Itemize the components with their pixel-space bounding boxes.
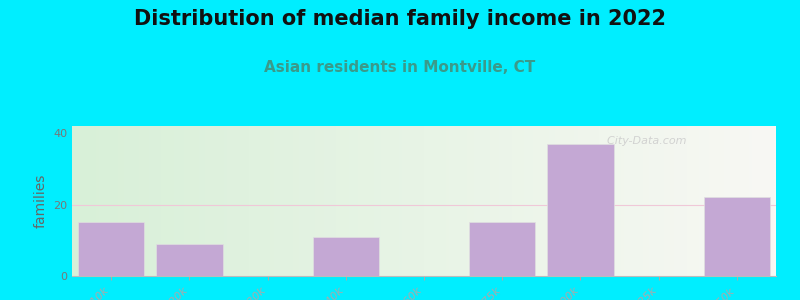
Bar bbox=[313, 237, 379, 276]
Bar bbox=[547, 144, 614, 276]
Text: Distribution of median family income in 2022: Distribution of median family income in … bbox=[134, 9, 666, 29]
Bar bbox=[156, 244, 222, 276]
Bar bbox=[704, 197, 770, 276]
Bar bbox=[469, 222, 535, 276]
Text: Asian residents in Montville, CT: Asian residents in Montville, CT bbox=[264, 60, 536, 75]
Bar bbox=[78, 222, 144, 276]
Text: City-Data.com: City-Data.com bbox=[600, 136, 686, 146]
Y-axis label: families: families bbox=[34, 174, 47, 228]
